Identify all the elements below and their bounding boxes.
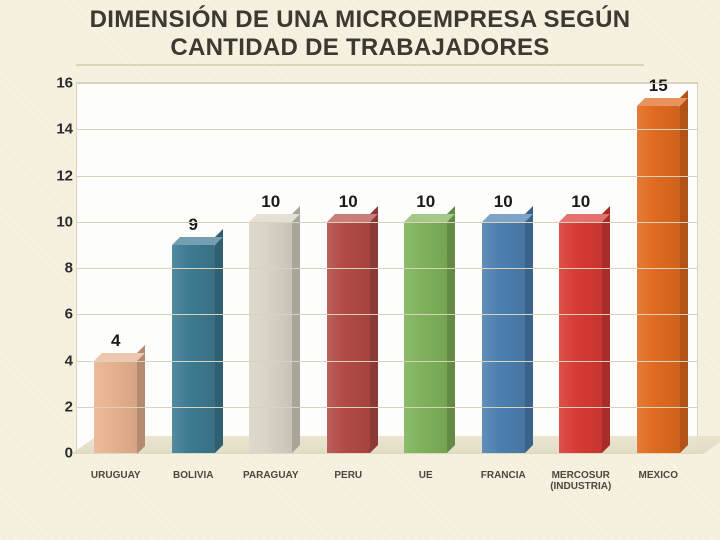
x-axis-label: BOLIVIA	[173, 471, 214, 482]
x-axis-label: PERU	[334, 471, 362, 482]
bar-top	[327, 214, 378, 222]
bar: 9	[172, 245, 215, 453]
bar-value-label: 15	[649, 76, 668, 96]
bar-front	[637, 106, 680, 453]
title-line-1: DIMENSIÓN DE UNA MICROEMPRESA SEGÚN	[90, 6, 631, 34]
title-line-2: CANTIDAD DE TRABAJADORES	[90, 34, 631, 62]
bar-value-label: 10	[571, 192, 590, 212]
bar-side	[215, 229, 223, 453]
x-axis-label: MEXICO	[639, 471, 678, 482]
bar-value-label: 10	[416, 192, 435, 212]
grid-line	[77, 222, 697, 223]
x-axis-label: FRANCIA	[481, 471, 526, 482]
bar-top	[404, 214, 455, 222]
x-axis-label: MERCOSUR (INDUSTRIA)	[550, 471, 611, 492]
bar-top	[172, 237, 223, 245]
bar-top	[559, 214, 610, 222]
grid-line	[77, 176, 697, 177]
x-axis-label: UE	[419, 471, 433, 482]
bar-front	[559, 222, 602, 453]
bar-value-label: 10	[494, 192, 513, 212]
bar-top	[249, 214, 300, 222]
x-axis-label: PARAGUAY	[243, 471, 299, 482]
grid-line	[77, 314, 697, 315]
grid-line	[77, 83, 697, 84]
grid-line	[77, 407, 697, 408]
y-axis-tick: 4	[41, 352, 73, 369]
chart-area: 4 URUGUAY 9 BOLIVIA 10 PARAGUAY 10 PERU 10 UE 10 FR…	[40, 82, 700, 502]
bar-top	[94, 353, 145, 361]
y-axis-tick: 8	[41, 260, 73, 277]
chart-title: DIMENSIÓN DE UNA MICROEMPRESA SEGÚN CANT…	[0, 6, 720, 66]
y-axis-tick: 6	[41, 306, 73, 323]
bar-front	[249, 222, 292, 453]
bar-side	[292, 206, 300, 453]
bar-value-label: 10	[339, 192, 358, 212]
y-axis-tick: 2	[41, 398, 73, 415]
bar-value-label: 10	[261, 192, 280, 212]
bar-side	[370, 206, 378, 453]
grid-line	[77, 129, 697, 130]
bar-side	[447, 206, 455, 453]
bar-front	[327, 222, 370, 453]
bar: 10	[327, 222, 370, 453]
y-axis-tick: 14	[41, 121, 73, 138]
grid-line	[77, 268, 697, 269]
bar: 10	[249, 222, 292, 453]
plot-region: 4URUGUAY9BOLIVIA10PARAGUAY10PERU10UE10FR…	[76, 82, 698, 454]
grid-line	[77, 361, 697, 362]
bar-value-label: 4	[111, 331, 120, 351]
y-axis-tick: 10	[41, 213, 73, 230]
x-axis-label: URUGUAY	[91, 471, 141, 482]
bar-value-label: 9	[189, 215, 198, 235]
bar-side	[680, 90, 688, 453]
bar-front	[482, 222, 525, 453]
y-axis-tick: 12	[41, 167, 73, 184]
bar-top	[482, 214, 533, 222]
bar: 15	[637, 106, 680, 453]
bar-top	[637, 98, 688, 106]
y-axis-tick: 16	[41, 75, 73, 92]
bar: 10	[404, 222, 447, 453]
bar-side	[525, 206, 533, 453]
chart-title-text: DIMENSIÓN DE UNA MICROEMPRESA SEGÚN CANT…	[76, 6, 645, 66]
bar-front	[172, 245, 215, 453]
bar: 10	[482, 222, 525, 453]
bar-front	[404, 222, 447, 453]
bar: 10	[559, 222, 602, 453]
bar-side	[602, 206, 610, 453]
y-axis-tick: 0	[41, 445, 73, 462]
